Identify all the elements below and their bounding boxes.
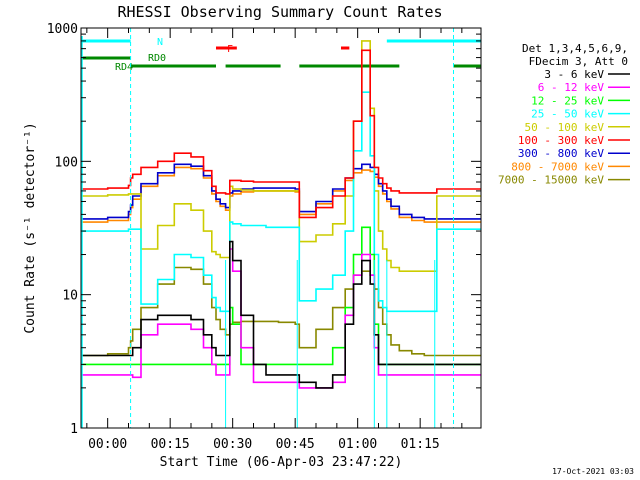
flag-bars: N F RD0 RD4 <box>81 37 481 73</box>
y-axis-label: Count Rate (s⁻¹ detector⁻¹) <box>23 122 38 333</box>
x-tick-label: 00:30 <box>213 437 252 452</box>
legend-header-line-1: Det 1,3,4,5,6,9, <box>522 42 628 55</box>
flag-label-n: N <box>157 37 163 48</box>
chart-title: RHESSI Observing Summary Count Rates <box>117 3 442 21</box>
series-line-100-300-kev <box>81 49 481 219</box>
flag-label-f: F <box>227 44 233 55</box>
flag-label-rd4: RD4 <box>115 62 133 73</box>
series-line-50-100-kev <box>81 40 481 272</box>
footer-timestamp: 17-Oct-2021 03:03 <box>552 467 634 476</box>
vertical-markers <box>81 28 454 428</box>
legend-header-line-2: FDecim 3, Att 0 <box>529 55 628 68</box>
flag-label-rd0: RD0 <box>148 53 166 64</box>
series-lines <box>81 40 481 389</box>
legend-entry-label: 100 - 300 keV <box>518 134 604 147</box>
y-tick-label: 100 <box>55 155 78 170</box>
plot-frame <box>80 27 482 429</box>
y-tick-label: 1000 <box>47 22 78 37</box>
y-axis: 1 10 100 1000 <box>47 22 481 437</box>
x-tick-label: 00:45 <box>276 437 315 452</box>
legend-entry-label: 50 - 100 keV <box>525 121 605 134</box>
legend-entry-label: 7000 - 15000 keV <box>498 174 604 187</box>
y-tick-label: 10 <box>62 289 78 304</box>
legend-entry-label: 3 - 6 keV <box>544 68 604 81</box>
series-line-300-800-kev <box>81 163 481 220</box>
y-tick-label: 1 <box>70 422 78 437</box>
legend-entry-label: 25 - 50 keV <box>531 108 604 121</box>
x-axis-label: Start Time (06-Apr-03 23:47:22) <box>160 455 403 470</box>
legend-entry-label: 800 - 7000 keV <box>511 160 604 173</box>
series-line-3-6-kev <box>81 240 481 389</box>
x-tick-label: 01:15 <box>401 437 440 452</box>
x-tick-label: 00:15 <box>151 437 190 452</box>
legend-entry-label: 12 - 25 keV <box>531 94 604 107</box>
legend-entry-label: 300 - 800 keV <box>518 147 604 160</box>
legend-entry-label: 6 - 12 keV <box>538 81 605 94</box>
x-tick-label: 01:00 <box>338 437 377 452</box>
legend: Det 1,3,4,5,6,9, FDecim 3, Att 0 3 - 6 k… <box>498 42 630 187</box>
x-axis: 00:00 00:15 00:30 00:45 01:00 01:15 <box>86 28 463 452</box>
series-line-6-12-kev <box>81 248 481 389</box>
x-tick-label: 00:00 <box>88 437 127 452</box>
